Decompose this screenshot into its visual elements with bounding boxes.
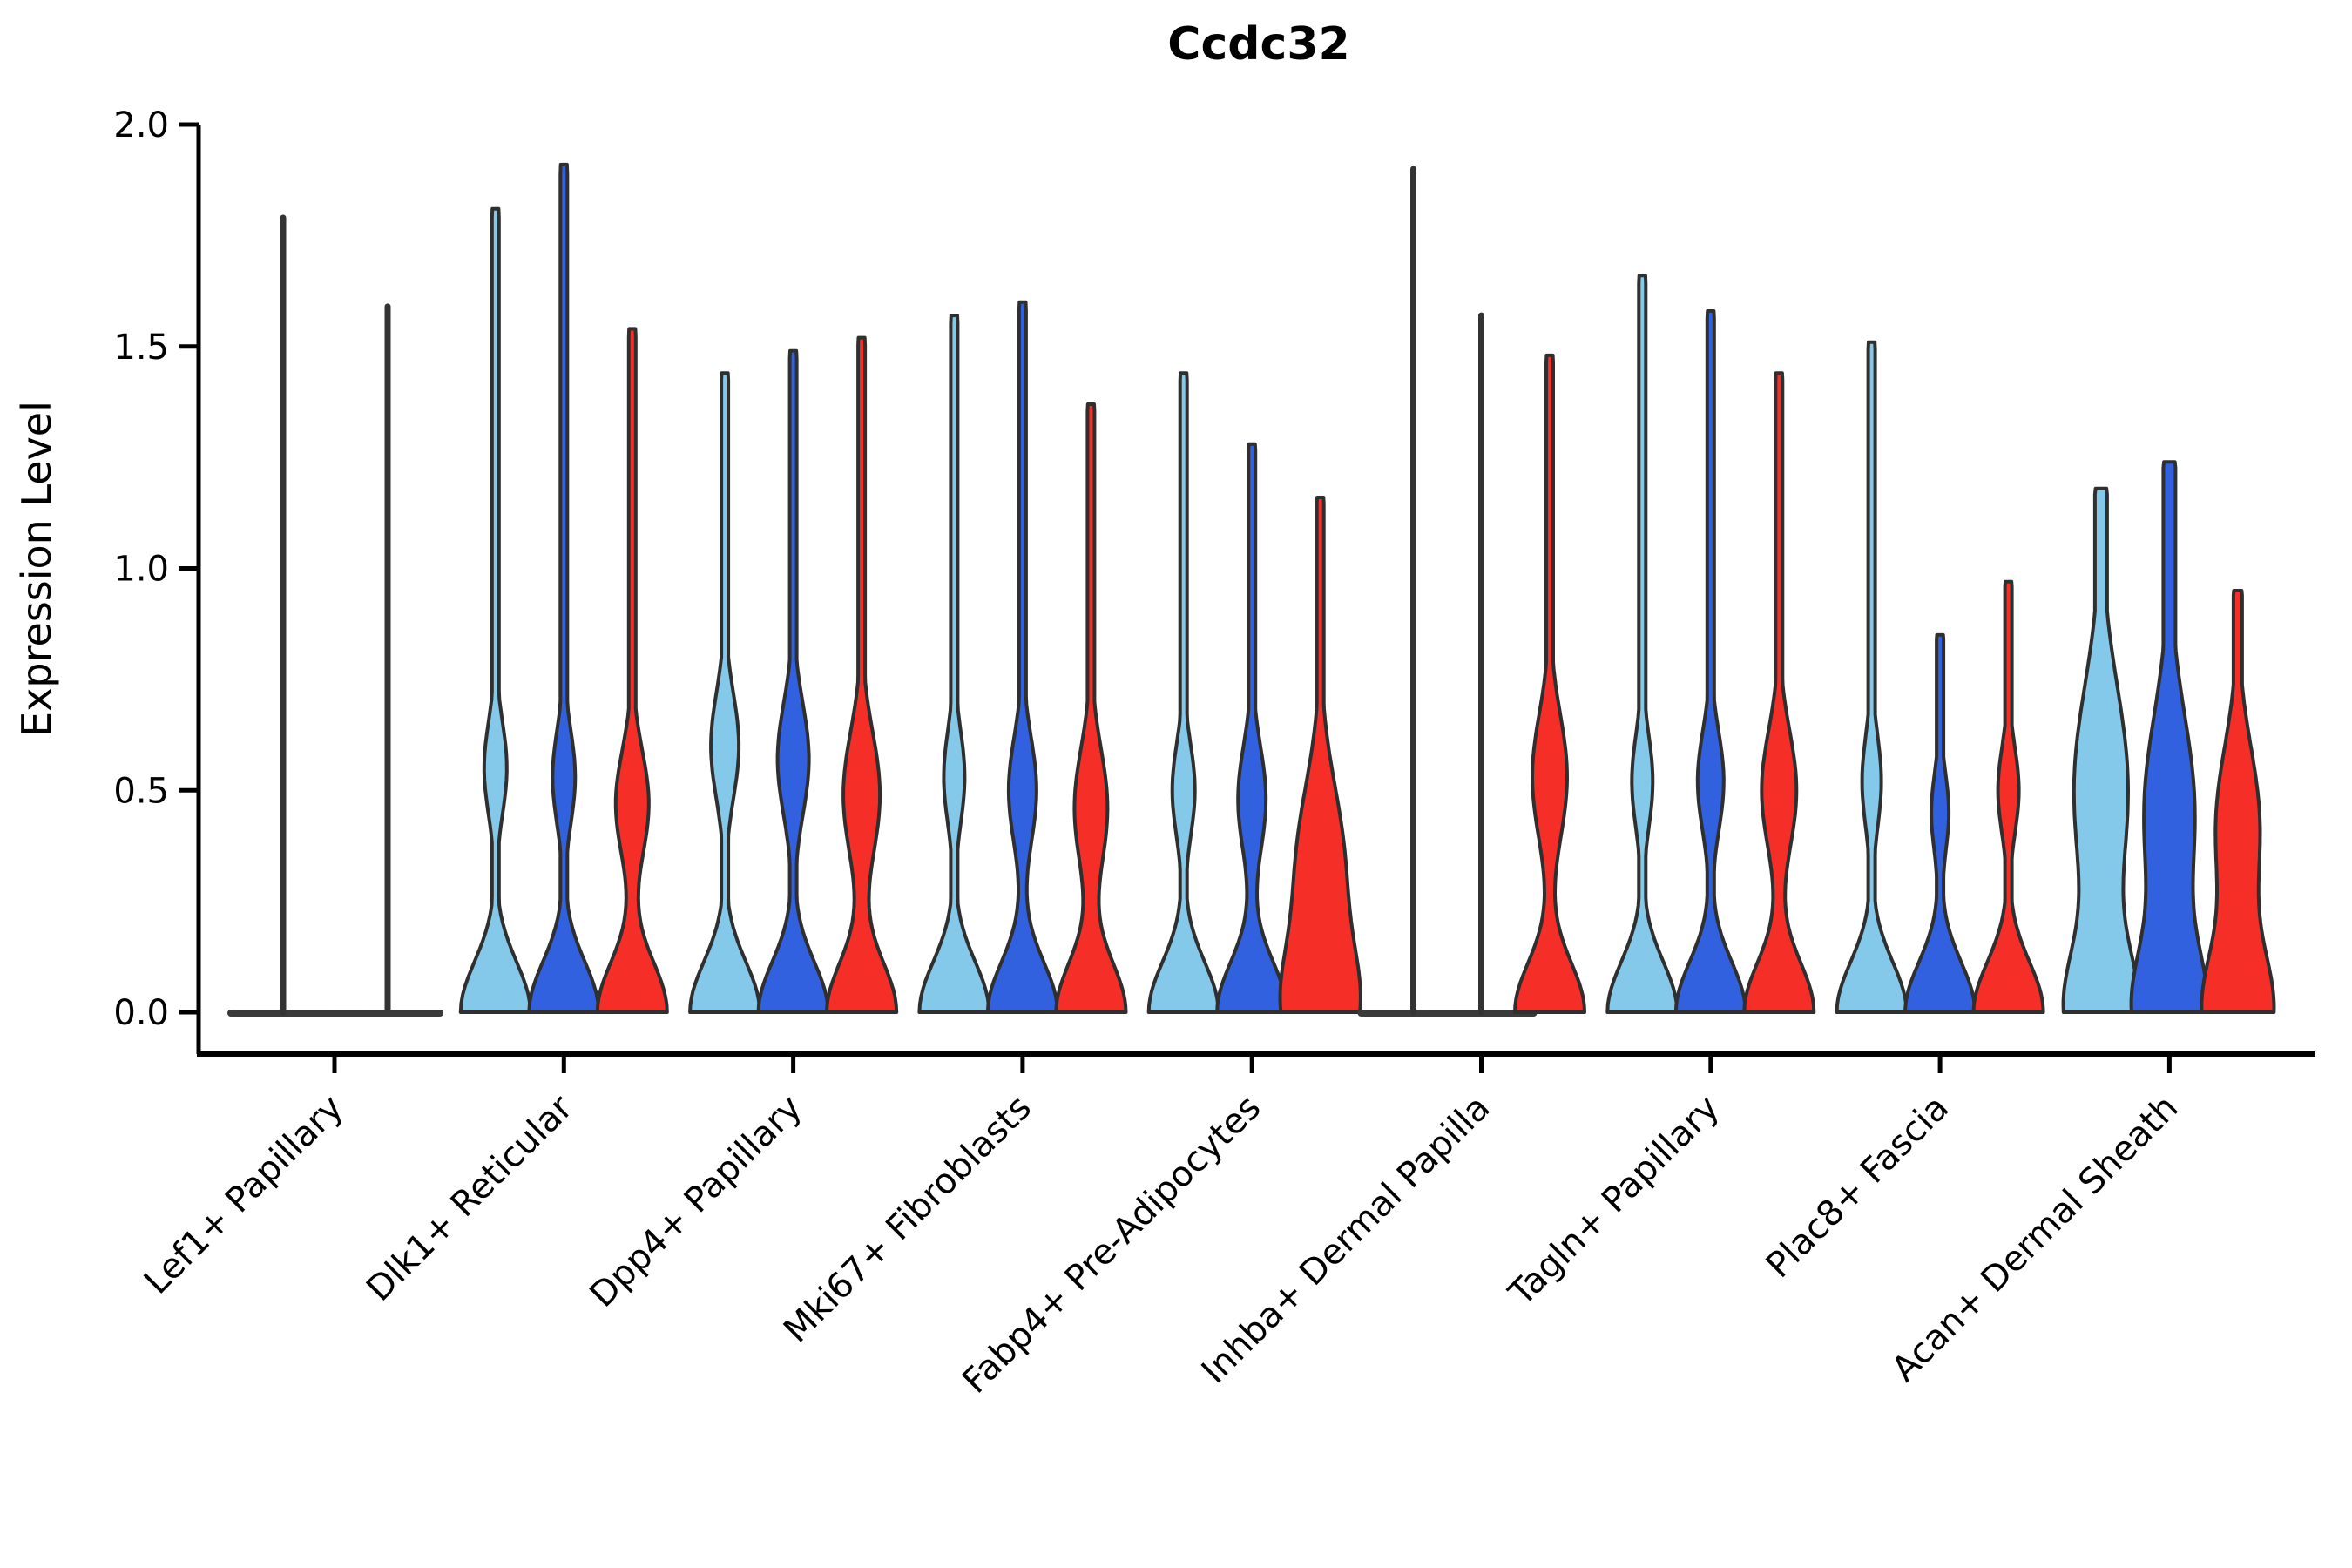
- violin-tagln-papillary-0: [1605, 274, 1680, 1014]
- violin-acan-dermal-sheath-2: [2200, 589, 2276, 1014]
- y-tick-label: 2.0: [113, 105, 169, 145]
- y-tick-label: 1.0: [113, 550, 169, 590]
- violin-mki67-fibroblasts-2: [1054, 402, 1128, 1014]
- violin-dlk1-reticular-2: [595, 327, 669, 1014]
- axes-layer: 0.0 0.5 1.0 1.5 2.0 Lef1+ Papillary Dlk1+ Reti…: [113, 105, 2315, 1402]
- violin-dpp4-papillary-0: [688, 371, 762, 1014]
- violin-mki67-fibroblasts-0: [917, 314, 991, 1014]
- violin-plac8-fascia-2: [1971, 579, 2045, 1014]
- violin-dpp4-papillary-2: [825, 335, 899, 1014]
- violin-tagln-papillary-2: [1742, 371, 1816, 1014]
- x-tick-label-dlk1-reticular: Dlk1+ Reticular: [359, 1087, 581, 1309]
- violin-mki67-fibroblasts-1: [985, 300, 1059, 1014]
- x-tick-label-dpp4-papillary: Dpp4+ Papillary: [582, 1088, 809, 1315]
- violin-fabp4-pre-adipocytes-2: [1278, 496, 1362, 1014]
- violin-acan-dermal-sheath-0: [2061, 486, 2141, 1014]
- violin-dlk1-reticular-0: [458, 206, 532, 1014]
- y-axis-label: Expression Level: [13, 401, 60, 737]
- violin-dpp4-papillary-1: [756, 348, 830, 1014]
- violin-acan-dermal-sheath-1: [2129, 460, 2210, 1014]
- y-tick-label: 1.5: [113, 328, 169, 368]
- x-tick-label-lef1-papillary: Lef1+ Papillary: [137, 1088, 351, 1302]
- violin-fabp4-pre-adipocytes-0: [1146, 371, 1220, 1014]
- x-tick-label-plac8-fascia: Plac8+ Fascia: [1759, 1088, 1957, 1287]
- chart-title: Ccdc32: [1167, 18, 1349, 71]
- violin-plac8-fascia-1: [1903, 632, 1977, 1014]
- y-tick-label: 0.0: [113, 993, 169, 1033]
- x-tick-label-tagln-papillary: Tagln+ Papillary: [1501, 1088, 1727, 1315]
- violin-plac8-fascia-0: [1835, 340, 1909, 1014]
- y-tick-label: 0.5: [113, 771, 169, 811]
- violin-fabp4-pre-adipocytes-1: [1215, 442, 1289, 1014]
- violin-inhba-dermal-papilla-2: [1513, 353, 1586, 1014]
- violin-dlk1-reticular-1: [527, 162, 601, 1014]
- x-tick-label-mki67-fibroblasts: Mki67+ Fibroblasts: [776, 1088, 1039, 1351]
- violin-tagln-papillary-1: [1673, 309, 1747, 1014]
- violins-layer: [227, 162, 2276, 1017]
